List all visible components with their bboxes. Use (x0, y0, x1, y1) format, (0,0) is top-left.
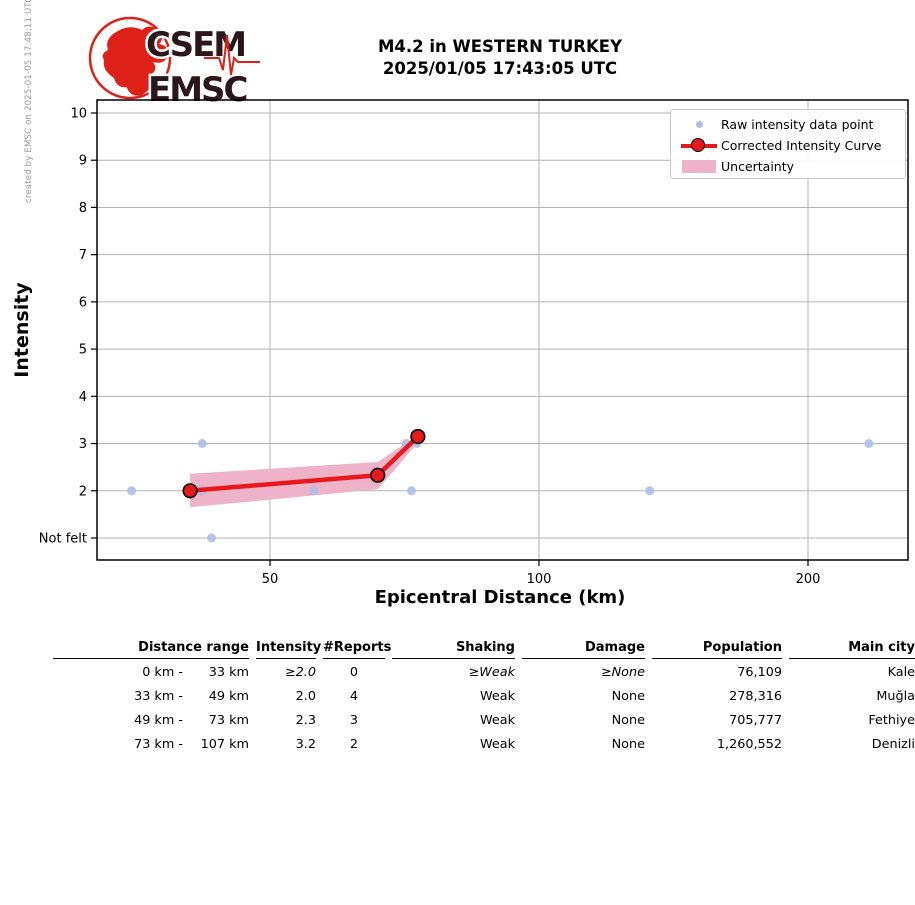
legend-item-curve: Corrected Intensity Curve (677, 135, 899, 156)
header-intensity: Intensity (256, 636, 321, 659)
table-row: 49 km - 73 km 2.3 3 Weak None 705,777 Fet… (53, 707, 915, 731)
header-main-city: Main city (789, 636, 915, 659)
corrected-curve-marker (182, 483, 198, 499)
range-to: 49 km (208, 689, 249, 704)
legend: Raw intensity data point Corrected Inten… (670, 109, 906, 179)
legend-item-raw: Raw intensity data point (677, 114, 899, 135)
x-tick-label: 200 (796, 572, 821, 587)
y-tick-label: 8 (79, 201, 87, 216)
cell-intensity: 2.3 (295, 713, 316, 728)
cell-reports: 2 (349, 737, 359, 752)
corrected-curve-marker (370, 467, 386, 483)
range-to: 33 km (208, 665, 249, 680)
uncertainty-band (190, 435, 418, 508)
cell-population: 278,316 (729, 689, 782, 704)
title-line-magnitude: M4.2 in WESTERN TURKEY (377, 37, 623, 56)
raw-data-point (207, 533, 216, 543)
table-header-row: Distance range Intensity #Reports Shakin… (53, 636, 915, 659)
legend-item-uncertainty: Uncertainty (677, 156, 899, 177)
legend-label-uncertainty: Uncertainty (721, 159, 795, 174)
y-tick-label: 6 (79, 295, 87, 310)
cell-damage: ≥None (600, 665, 645, 680)
raw-data-point (407, 486, 416, 496)
emsc-logo-svg: CSEM EMSC (88, 16, 260, 113)
range-from: 0 km - (142, 665, 183, 680)
uncertainty-swatch-icon (677, 160, 721, 173)
table-row: 73 km -107 km 3.2 2 Weak None 1,260,552 … (53, 731, 915, 755)
cell-damage: None (611, 689, 645, 704)
logo-text-csem: CSEM (146, 25, 245, 65)
raw-data-point (197, 439, 207, 448)
cell-intensity: ≥2.0 (284, 665, 316, 680)
y-tick-label: 10 (70, 107, 87, 122)
cell-reports: 3 (349, 713, 359, 728)
y-tick-label: 4 (79, 390, 87, 405)
cell-shaking: Weak (479, 737, 515, 752)
range-to: 107 km (200, 737, 249, 752)
cell-reports: 0 (349, 665, 359, 680)
legend-label-raw: Raw intensity data point (721, 117, 874, 132)
cell-shaking: Weak (479, 689, 515, 704)
corrected-curve-marker (410, 428, 426, 445)
cell-intensity: 3.2 (295, 737, 316, 752)
y-tick-label: 7 (79, 248, 87, 263)
summary-table-wrap: Distance range Intensity #Reports Shakin… (46, 636, 915, 755)
table-row: 33 km - 49 km 2.0 4 Weak None 278,316 Muğ… (53, 683, 915, 707)
range-from: 33 km - (134, 689, 183, 704)
cell-distance-range: 33 km - 49 km (53, 683, 249, 707)
title-line-datetime: 2025/01/05 17:43:05 UTC (382, 59, 618, 78)
cell-distance-range: 73 km - 107 km (53, 731, 249, 755)
y-tick-label: 3 (79, 437, 87, 452)
cell-population: 705,777 (729, 713, 782, 728)
raw-data-point (309, 486, 319, 496)
emsc-logo: CSEM EMSC (86, 10, 264, 113)
chart-title: M4.2 in WESTERN TURKEY 2025/01/05 17:43:… (280, 36, 720, 80)
curve-marker-icon (677, 138, 721, 153)
x-tick-label: 50 (262, 572, 279, 587)
table-row: 0 km - 33 km ≥2.0 0 ≥Weak ≥None 76,109 Ka… (53, 659, 915, 683)
cell-main-city: Fethiye (868, 713, 915, 728)
cell-main-city: Kale (887, 665, 915, 680)
header-population: Population (652, 636, 782, 659)
x-tick-label: 100 (527, 572, 552, 587)
raw-point-icon (677, 121, 721, 128)
y-tick-label: 5 (79, 343, 87, 358)
cell-shaking: ≥Weak (468, 665, 515, 680)
raw-data-point (127, 486, 137, 496)
intensity-plot: Not felt 2 3 4 5 6 7 8 9 10 50 100 200 (39, 99, 909, 587)
seismogram-trace-icon (204, 34, 260, 76)
legend-label-curve: Corrected Intensity Curve (721, 138, 882, 153)
cell-distance-range: 0 km - 33 km (53, 659, 249, 683)
plot-border (96, 99, 909, 561)
raw-data-point (864, 439, 874, 448)
y-tick-label: 9 (79, 154, 87, 169)
cell-population: 76,109 (737, 665, 782, 680)
summary-table: Distance range Intensity #Reports Shakin… (46, 636, 915, 755)
cell-main-city: Denizli (871, 737, 915, 752)
range-from: 73 km - (134, 737, 183, 752)
globe-landmass-africa-icon (125, 68, 152, 96)
header-damage: Damage (522, 636, 645, 659)
x-axis-label: Epicentral Distance (km) (374, 587, 626, 608)
logo-text-emsc: EMSC (148, 70, 247, 106)
raw-data-point (645, 486, 655, 496)
cell-main-city: Muğla (876, 689, 915, 704)
header-distance-range: Distance range (53, 636, 249, 659)
globe-circle-icon (88, 16, 172, 100)
header-shaking: Shaking (392, 636, 515, 659)
y-axis-label: Intensity (11, 282, 33, 378)
cell-damage: None (611, 713, 645, 728)
cell-distance-range: 49 km - 73 km (53, 707, 249, 731)
header-reports: #Reports (323, 636, 391, 659)
cell-reports: 4 (349, 689, 359, 704)
range-from: 49 km - (134, 713, 183, 728)
y-tick-label: 2 (79, 484, 87, 499)
y-tick-label: Not felt (39, 531, 87, 546)
range-to: 73 km (208, 713, 249, 728)
cell-shaking: Weak (479, 713, 515, 728)
cell-population: 1,260,552 (716, 737, 782, 752)
cell-intensity: 2.0 (295, 689, 316, 704)
globe-landmass-icon (102, 26, 169, 88)
cell-damage: None (611, 737, 645, 752)
